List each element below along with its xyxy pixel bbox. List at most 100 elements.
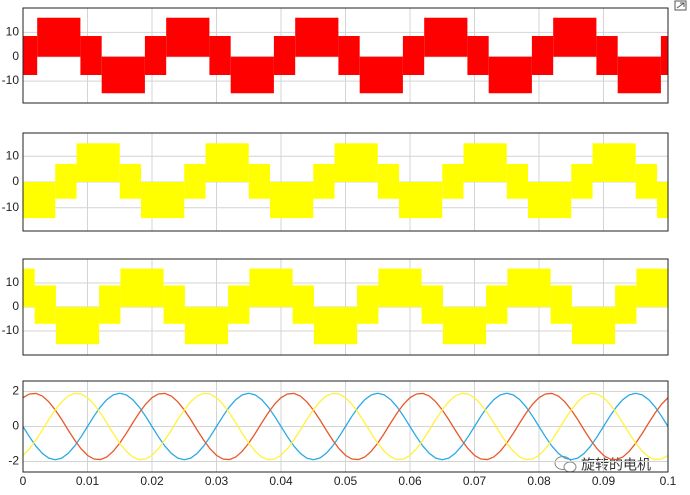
y-tick-label: 10 <box>6 148 20 162</box>
y-tick-label: 0 <box>12 299 19 313</box>
subplot: -10 0 10 <box>2 132 669 232</box>
x-tick-label: 0.01 <box>76 474 100 488</box>
series-line <box>23 392 668 461</box>
y-tick-label: -10 <box>2 323 20 337</box>
band-segment <box>119 163 142 199</box>
axes-box <box>22 132 669 232</box>
y-tick-label: 10 <box>6 25 20 39</box>
band-segment <box>184 163 206 199</box>
band-segment <box>486 285 508 324</box>
band-segment <box>378 268 422 307</box>
band-segment <box>657 182 668 219</box>
band-segment <box>23 182 56 219</box>
y-tick-label: 2 <box>12 384 19 398</box>
y-tick-label: 10 <box>6 275 20 289</box>
band-segment <box>55 163 77 199</box>
axes-box <box>22 258 669 356</box>
band-segment <box>463 143 507 182</box>
band-segment <box>273 36 296 75</box>
x-tick-label: 0.06 <box>398 474 422 488</box>
band-segment <box>313 307 358 345</box>
band-segment <box>334 143 378 182</box>
band-segment <box>571 307 616 345</box>
x-tick-label: 0.08 <box>527 474 551 488</box>
band-segment <box>184 307 229 345</box>
band-segment <box>421 285 443 324</box>
plot-area <box>23 392 668 461</box>
band-segment <box>357 285 379 324</box>
y-tick-label: 0 <box>12 49 19 63</box>
axes-box <box>22 380 669 473</box>
dock-icon-arrow[interactable] <box>676 2 685 9</box>
band-segment <box>442 307 487 345</box>
y-tick-label: -2 <box>8 454 19 468</box>
band-segment <box>377 163 400 199</box>
band-segment <box>636 268 668 307</box>
x-tick-label: 0 <box>20 474 27 488</box>
band-segment <box>507 268 551 307</box>
band-segment <box>424 17 468 57</box>
band-segment <box>120 268 164 307</box>
band-segment <box>592 143 636 182</box>
band-segment <box>55 307 100 345</box>
band-segment <box>467 36 489 75</box>
band-segment <box>34 285 56 324</box>
subplot: 0 0.01 0.02 0.03 0.04 0.05 0.06 0.07 0.08 0.09 0.1… <box>8 380 677 488</box>
band-segment <box>660 36 668 75</box>
band-segment <box>615 285 637 324</box>
band-segment <box>528 182 572 219</box>
x-tick-label: 0.09 <box>592 474 616 488</box>
band-segment <box>23 36 38 75</box>
dock-icon[interactable] <box>674 0 687 11</box>
band-segment <box>228 285 250 324</box>
watermark-icon <box>563 461 577 473</box>
band-segment <box>338 36 360 75</box>
watermark-text: 旋转的电机 <box>581 457 651 473</box>
band-segment <box>101 56 145 94</box>
band-segment <box>141 182 185 219</box>
axes-box <box>22 7 669 104</box>
band-segment <box>99 285 121 324</box>
band-segment <box>617 56 661 94</box>
band-segment <box>313 163 335 199</box>
band-segment <box>506 163 529 199</box>
band-segment <box>531 36 554 75</box>
band-segment <box>442 163 464 199</box>
band-segment <box>596 36 618 75</box>
band-segment <box>76 143 120 182</box>
band-segment <box>571 163 593 199</box>
band-segment <box>292 285 314 324</box>
band-segment <box>80 36 102 75</box>
y-tick-label: 0 <box>12 419 19 433</box>
x-tick-label: 0.02 <box>140 474 164 488</box>
y-tick-label: -10 <box>2 200 20 214</box>
plot-area <box>23 268 668 345</box>
x-tick-label: 0.1 <box>660 474 677 488</box>
series-line <box>23 392 668 461</box>
x-tick-label: 0.05 <box>334 474 358 488</box>
band-segment <box>230 56 274 94</box>
band-segment <box>37 17 81 57</box>
band-segment <box>488 56 532 94</box>
band-segment <box>248 163 271 199</box>
band-segment <box>144 36 167 75</box>
y-tick-label: -10 <box>2 73 20 87</box>
band-segment <box>166 17 210 57</box>
plot-area <box>23 143 668 219</box>
band-segment <box>23 268 35 307</box>
band-segment <box>550 285 572 324</box>
band-segment <box>402 36 425 75</box>
plot-area <box>23 17 668 94</box>
band-segment <box>205 143 249 182</box>
band-segment <box>249 268 293 307</box>
band-segment <box>359 56 403 94</box>
y-tick-label: 0 <box>12 174 19 188</box>
band-segment <box>163 285 185 324</box>
band-segment <box>209 36 231 75</box>
band-segment <box>553 17 597 57</box>
subplot: -10 0 10 <box>2 258 669 356</box>
subplot: -10 0 10 <box>2 7 669 104</box>
band-segment <box>399 182 443 219</box>
x-tick-label: 0.03 <box>205 474 229 488</box>
